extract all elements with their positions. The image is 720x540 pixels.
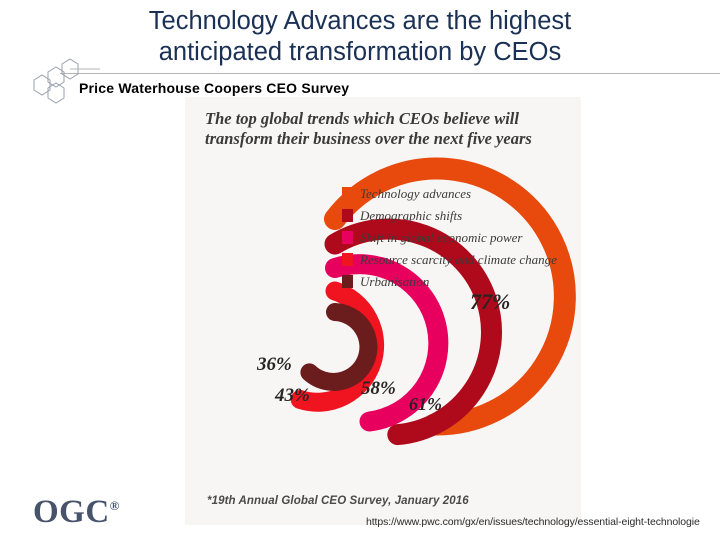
legend-label-resource-scarcity-climate-change: Resource scarcity and climate change [359,252,557,267]
legend-swatch-shift-global-economic-power [342,231,353,244]
ogc-logo: OGC® [33,494,120,531]
ogc-logo-text: OGC [33,494,110,530]
subtitle: Price Waterhouse Coopers CEO Survey [79,80,350,96]
arc-shift-global-economic-power [325,254,449,432]
legend-swatch-urbanisation [342,275,353,288]
title-divider [60,73,720,74]
hexagon-decoration-icon [33,58,100,104]
value-label-shift-global-economic-power: 58% [361,378,396,399]
legend-label-technology-advances: Technology advances [360,186,471,201]
arc-demographic-shifts [324,218,502,446]
page-title: Technology Advances are the highest anti… [148,7,572,66]
legend-label-demographic-shifts: Demographic shifts [359,208,462,223]
source-url: https://www.pwc.com/gx/en/issues/technol… [366,516,700,528]
value-label-demographic-shifts: 61% [409,394,442,414]
legend-label-shift-global-economic-power: Shift in global economic power [360,230,523,245]
registered-trademark-icon: ® [109,498,120,513]
chart-footnote: *19th Annual Global CEO Survey, January … [207,495,469,507]
radial-bar-chart: Technology advances Demographic shifts S… [256,157,576,446]
legend-label-urbanisation: Urbanisation [360,274,429,289]
chart-title: The top global trends which CEOs believe… [205,109,532,148]
arc-technology-advances [324,157,576,436]
legend-swatch-demographic-shifts [342,209,353,222]
title-block: Technology Advances are the highest anti… [0,6,720,68]
value-label-technology-advances: 77% [470,289,510,314]
chart-value-labels: 77% 61% 58% 43% 36% [256,289,510,414]
chart-legend: Technology advances Demographic shifts S… [342,186,557,289]
legend-swatch-technology-advances [342,187,353,200]
arc-urbanisation [300,303,378,391]
value-label-urbanisation: 36% [256,354,292,375]
legend-swatch-resource-scarcity-climate-change [342,253,353,266]
value-label-resource-scarcity-climate-change: 43% [274,385,310,406]
pwc-chart-image: The top global trends which CEOs believe… [185,97,581,525]
